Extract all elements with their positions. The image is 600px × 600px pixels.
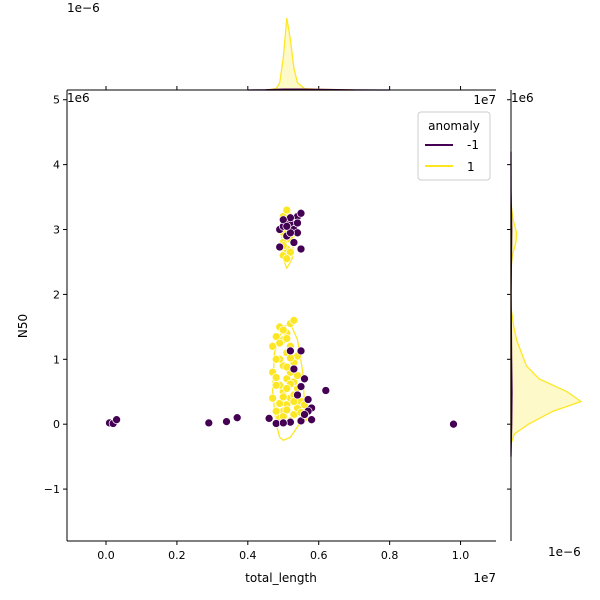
x-tick-label: 1.0 [452,549,470,562]
scatter-point [271,354,281,364]
scatter-point [278,418,288,428]
y-tick-label: 0 [53,418,60,431]
scatter-point [282,334,292,343]
scatter-point [222,417,231,426]
top-marginal-axes [67,17,496,91]
scatter-point [289,364,299,374]
scatter-point [300,374,309,384]
scatter-point [289,238,299,247]
scatter-point [289,316,299,325]
top-marginal-scale-label: 1e−6 [67,1,100,15]
x-tick-label: 0.0 [97,549,115,562]
right-marginal-axes [507,90,583,541]
y-scale-label: 1e6 [67,91,90,105]
x-top-scale-label: 1e7 [473,93,496,107]
scatter-point [296,208,306,218]
legend-label-purple: -1 [467,138,479,152]
scatter-point [449,419,458,429]
scatter-point [300,410,309,419]
scatter-point [232,413,242,423]
y-tick-label: 5 [53,94,60,107]
scatter-point [282,384,292,393]
x-scale-label: 1e7 [473,571,496,585]
scatter-point [278,392,288,402]
x-axis-label: total_length [245,571,317,585]
legend-label-yellow: 1 [467,160,475,174]
scatter-point [268,341,277,351]
y-axis-label: N50 [16,314,30,338]
scatter-point [303,395,313,404]
y-right-scale-label: 1e6 [511,91,534,105]
scatter-point [293,390,302,400]
scatter-point [282,254,292,264]
scatter-point [271,406,281,416]
scatter-point [268,393,277,403]
y-tick-label: 4 [53,159,60,172]
scatter-point [296,382,306,391]
scatter-point [264,414,274,423]
scatter-point [271,373,281,382]
y-tick-label: 3 [53,224,60,237]
legend-box [417,111,491,181]
scatter-point [296,346,306,356]
scatter-point [282,405,292,415]
scatter-point [282,221,292,231]
scatter-point [307,415,316,425]
scatter-point [286,417,295,427]
scatter-point [271,380,281,390]
scatter-point [286,247,295,257]
scatter-point [282,362,292,372]
scatter-point [275,338,285,348]
x-tick-label: 0.4 [239,549,257,562]
y-tick-label: 1 [53,353,60,366]
x-tick-label: 0.2 [168,549,186,562]
legend-title: anomaly [428,119,480,133]
scatter-point [293,218,302,228]
scatter-point [278,325,288,335]
scatter-point [296,244,306,254]
main-scatter-axes: 0.0 0.2 0.4 0.6 0.8 1.0 −1 0 1 2 3 4 5 [44,90,496,562]
y-tick-label: 2 [53,288,60,301]
legend: anomaly -1 1 [417,111,491,181]
scatter-point [289,397,299,406]
top-kde-yellow [265,17,355,91]
y-tick-label: −1 [44,483,60,496]
scatter-point [204,418,214,428]
scatter-point [286,213,295,223]
scatter-point [282,205,292,215]
scatter-point [275,242,285,252]
scatter-point [321,386,331,395]
right-kde-yellow [510,203,583,444]
scatter-point [112,415,121,425]
scatter-point [275,399,285,408]
x-tick-label: 0.6 [310,549,328,562]
scatter-point [286,346,295,356]
x-tick-label: 0.8 [381,549,399,562]
scatter-point [286,228,295,238]
scatter-point [293,371,302,380]
right-marginal-scale-label: 1e−6 [548,545,581,559]
